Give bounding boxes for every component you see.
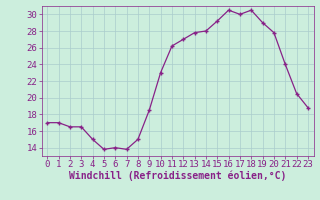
X-axis label: Windchill (Refroidissement éolien,°C): Windchill (Refroidissement éolien,°C)	[69, 171, 286, 181]
